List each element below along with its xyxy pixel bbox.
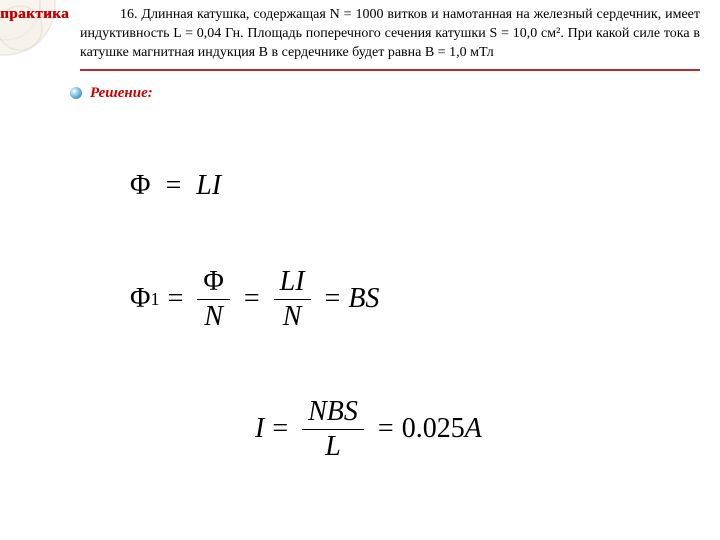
- formula-2: Φ1 = Φ N = LI N = BS: [130, 265, 379, 334]
- equals-sign: =: [244, 283, 260, 315]
- f2-frac2-num: LI: [274, 265, 311, 299]
- equals-sign: =: [272, 413, 288, 445]
- equals-sign: =: [325, 283, 341, 315]
- formula-3: I = NBS L = 0.025A: [255, 395, 482, 464]
- f2-rhs: BS: [348, 283, 379, 315]
- f2-frac1-num: Φ: [197, 265, 229, 299]
- content-area: 16. Длинная катушка, содержащая N = 1000…: [80, 6, 700, 102]
- f3-frac: NBS L: [302, 395, 364, 464]
- f2-lhs-sym: Φ: [130, 283, 150, 315]
- f2-frac2: LI N: [274, 265, 311, 334]
- f3-lhs: I: [255, 413, 264, 445]
- problem-body: Длинная катушка, содержащая N = 1000 вит…: [80, 7, 700, 60]
- solution-label: Решение:: [90, 85, 153, 102]
- equals-sign: =: [168, 283, 184, 315]
- problem-statement: 16. Длинная катушка, содержащая N = 1000…: [80, 6, 700, 71]
- bullet-icon: [70, 87, 82, 99]
- f1-lhs: Φ: [130, 170, 150, 201]
- formula-1: Φ = LI: [130, 170, 221, 202]
- f1-rhs: LI: [196, 170, 221, 201]
- f2-lhs-sub: 1: [150, 289, 159, 310]
- f2-frac2-den: N: [277, 300, 308, 334]
- f3-value: 0.025: [402, 413, 465, 445]
- f3-frac-num: NBS: [302, 395, 364, 429]
- equals-sign: =: [378, 413, 394, 445]
- problem-number: 16.: [120, 7, 138, 22]
- f3-frac-den: L: [319, 430, 347, 464]
- f3-unit: A: [465, 413, 482, 445]
- equals-sign: =: [165, 170, 181, 201]
- section-tag: практика: [0, 6, 69, 23]
- f2-frac1-den: N: [198, 300, 229, 334]
- f2-frac1: Φ N: [197, 265, 229, 334]
- solution-header: Решение:: [80, 85, 700, 102]
